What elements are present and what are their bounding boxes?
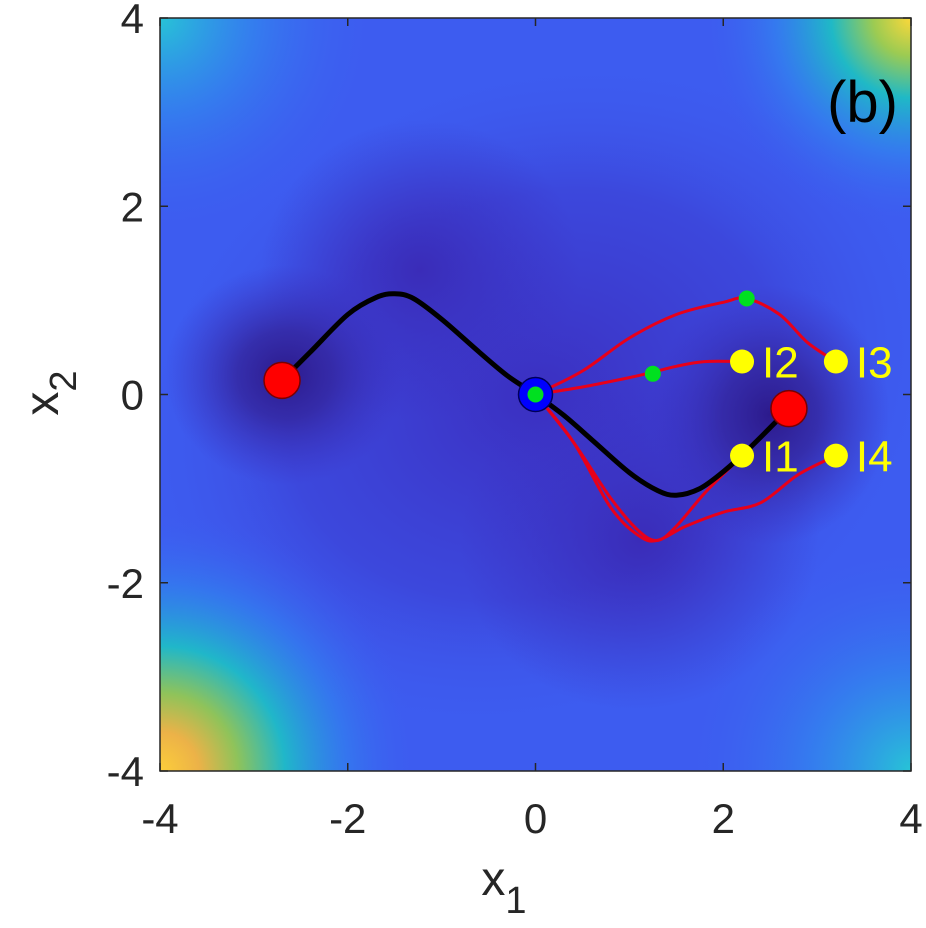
red-path-3 (534, 296, 838, 396)
x-tick-label: 0 (524, 795, 547, 842)
x-tick-label: 2 (712, 795, 735, 842)
y-tick-label: -2 (107, 560, 144, 607)
point-i3 (823, 349, 848, 374)
point-label-i3: I3 (856, 339, 893, 388)
y-tick-label: 4 (121, 0, 144, 42)
minimum-marker-2 (770, 389, 808, 428)
x-axis-title-base: x (481, 853, 505, 906)
y-axis-title-base: x (16, 392, 69, 416)
y-axis-title-sub: 2 (43, 370, 85, 391)
point-label-i2: I2 (762, 339, 799, 388)
markers: I1 I2 I3 I4 (263, 290, 893, 482)
y-tick-label: 2 (121, 183, 144, 230)
green-point-1 (527, 386, 544, 403)
x-tick-label: -2 (329, 795, 366, 842)
y-tick-label: 0 (121, 372, 144, 419)
point-i1 (730, 443, 755, 468)
x-tick-label: -4 (141, 795, 178, 842)
point-i4 (823, 443, 848, 468)
x-axis-title: x1 (481, 853, 526, 922)
x-axis-title-sub: 1 (505, 880, 526, 922)
axis-ticks: -4 -2 0 2 4 -4 -2 0 2 4 (107, 0, 923, 842)
green-point-3 (738, 290, 755, 307)
panel-label: (b) (827, 70, 898, 135)
point-label-i4: I4 (856, 433, 893, 482)
y-axis-title: x2 (16, 370, 85, 415)
y-tick-label: -4 (107, 748, 144, 795)
red-path-4 (534, 393, 838, 543)
green-point-2 (644, 365, 661, 382)
minimum-marker-1 (263, 361, 301, 400)
point-label-i1: I1 (762, 433, 799, 482)
x-tick-label: 4 (899, 795, 922, 842)
plot-frame (159, 17, 912, 772)
point-i2 (730, 349, 755, 374)
